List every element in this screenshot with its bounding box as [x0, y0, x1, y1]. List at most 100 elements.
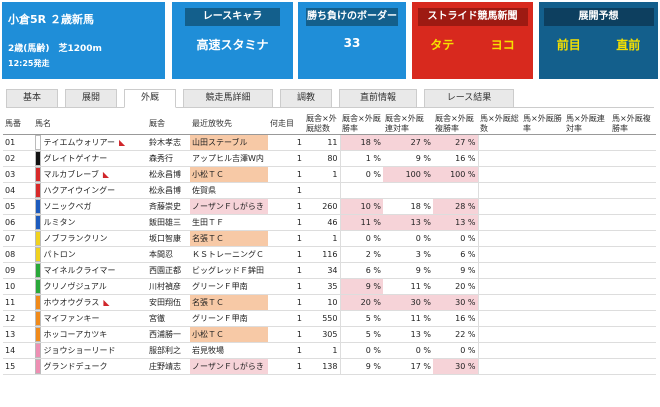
col-horse-fuku: 馬×外厩複勝率 [610, 114, 656, 135]
stable-ren-rate: 13 % [383, 214, 433, 231]
pace-front[interactable]: 前目 [556, 38, 581, 52]
stable-fuku-rate: 13 % [433, 214, 478, 231]
horse-name[interactable]: ハクアイウイングー [43, 186, 116, 195]
stable-fuku-rate: 9 % [433, 262, 478, 279]
race-character-panel: レースキャラ 高速スタミナ [172, 2, 293, 79]
bracket-color-swatch [35, 151, 41, 166]
border-value: 33 [343, 36, 361, 50]
tab-basic[interactable]: 基本 [6, 89, 58, 108]
table-row[interactable]: 08 パトロン 本間忍 ＫＳトレーニングＣ 1 116 2 % 3 % 6 % [3, 246, 656, 263]
table-row[interactable]: 03 マルカブレーブ ◣ 松永昌博 小松ＴＣ 1 1 0 % 100 % 100 % [3, 166, 656, 183]
table-row[interactable]: 09 マイネルクライマー 西園正都 ビッグレッドＦ鉾田 1 34 6 % 9 % 9 % [3, 262, 656, 279]
stable-name: 庄野靖志 [147, 358, 190, 375]
stable-name: 宮徹 [147, 310, 190, 327]
horse-number: 09 [3, 262, 33, 279]
horse-name[interactable]: マイファンキー [43, 314, 100, 323]
stable-ren-rate: 18 % [383, 198, 433, 215]
horse-name[interactable]: ルミタン [43, 218, 76, 227]
horse-number: 07 [3, 230, 33, 247]
horse-name-cell[interactable]: ハクアイウイングー [33, 182, 147, 199]
stable-ren-rate: 27 % [383, 134, 433, 151]
horse-name-cell[interactable]: ルミタン [33, 214, 147, 231]
col-horse-ren: 馬×外厩連対率 [564, 114, 610, 135]
horse-name-cell[interactable]: パトロン [33, 246, 147, 263]
horse-ren-rate [564, 310, 610, 327]
stride-vertical[interactable]: タテ [430, 38, 455, 52]
stable-fuku-rate: 30 % [433, 358, 478, 375]
horse-name-cell[interactable]: グランドデューク [33, 358, 147, 375]
stable-ren-rate: 13 % [383, 326, 433, 343]
tab-horse-detail[interactable]: 競走馬詳細 [183, 89, 273, 108]
flag-icon: ◣ [119, 138, 126, 147]
horse-name-cell[interactable]: マイネルクライマー [33, 262, 147, 279]
stable-name: 松永昌博 [147, 166, 190, 183]
horse-name[interactable]: クリノヴジュアル [43, 282, 107, 291]
table-row[interactable]: 14 ジョウショーリード 服部利之 岩見牧場 1 1 0 % 0 % 0 % [3, 342, 656, 359]
horse-fuku-rate [610, 230, 656, 247]
table-row[interactable]: 04 ハクアイウイングー 松永昌博 佐賀県 1 [3, 182, 656, 199]
table-row[interactable]: 07 ノブフランクリン 坂口智康 名張ＴＣ 1 1 0 % 0 % 0 % [3, 230, 656, 247]
table-row[interactable]: 05 ソニックペガ 斉藤崇史 ノーザンＦしがらき 1 260 10 % 18 % 28 % [3, 198, 656, 215]
table-row[interactable]: 01 テイエムウォリアー ◣ 鈴木孝志 山田ステーブル 1 11 18 % 27 % 27 % [3, 134, 656, 151]
tab-training[interactable]: 調教 [280, 89, 332, 108]
run-count: 1 [268, 134, 304, 151]
tab-pace[interactable]: 展開 [65, 89, 117, 108]
horse-name-cell[interactable]: ホッコーアカツキ [33, 326, 147, 343]
horse-ren-rate [564, 198, 610, 215]
pace-late[interactable]: 直前 [616, 38, 641, 52]
stable-total: 35 [304, 278, 340, 295]
horse-name-cell[interactable]: ソニックペガ [33, 198, 147, 215]
horse-name[interactable]: ホウオウグラス [43, 298, 100, 307]
horse-name[interactable]: ソニックペガ [43, 202, 92, 211]
stride-horizontal[interactable]: ヨコ [490, 38, 515, 52]
horse-name[interactable]: マイネルクライマー [43, 266, 116, 275]
table-row[interactable]: 12 マイファンキー 宮徹 グリーンＦ甲南 1 550 5 % 11 % 16 % [3, 310, 656, 327]
horse-name[interactable]: ノブフランクリン [43, 234, 108, 243]
stable-ren-rate: 17 % [383, 358, 433, 375]
horse-total [477, 214, 521, 231]
horse-number: 05 [3, 198, 33, 215]
table-row[interactable]: 13 ホッコーアカツキ 西浦勝一 小松ＴＣ 1 305 5 % 13 % 22 % [3, 326, 656, 343]
flag-icon: ◣ [103, 298, 110, 307]
horse-total [477, 230, 521, 247]
horse-name[interactable]: テイエムウォリアー [43, 138, 115, 147]
stable-fuku-rate [433, 182, 478, 199]
horse-name[interactable]: ホッコーアカツキ [43, 330, 108, 339]
tab-outside-stable[interactable]: 外厩 [124, 89, 176, 108]
horse-win-rate [521, 262, 564, 279]
horse-name-cell[interactable]: ジョウショーリード [33, 342, 147, 359]
horse-name-cell[interactable]: ノブフランクリン [33, 230, 147, 247]
tab-prerace-info[interactable]: 直前情報 [339, 89, 417, 108]
stable-fuku-rate: 28 % [433, 198, 478, 215]
horse-name[interactable]: パトロン [43, 250, 76, 259]
horse-name[interactable]: ジョウショーリード [43, 346, 116, 355]
table-row[interactable]: 11 ホウオウグラス ◣ 安田翔伍 名張ＴＣ 1 10 20 % 30 % 30 % [3, 294, 656, 311]
horse-name-cell[interactable]: ホウオウグラス ◣ [33, 294, 147, 311]
horse-name-cell[interactable]: グレイトゲイナー [33, 150, 147, 167]
horse-ren-rate [564, 246, 610, 263]
farm-name: 山田ステーブル [190, 134, 268, 151]
run-count: 1 [268, 150, 304, 167]
horse-number: 15 [3, 358, 33, 375]
farm-name: 小松ＴＣ [190, 166, 268, 183]
horse-name-cell[interactable]: マルカブレーブ ◣ [33, 166, 147, 183]
horse-number: 10 [3, 278, 33, 295]
col-horse-name: 馬名 [33, 114, 147, 135]
flag-icon: ◣ [102, 170, 109, 179]
stable-win-rate: 0 % [339, 342, 383, 359]
horse-name[interactable]: グランドデューク [43, 362, 108, 371]
horse-win-rate [521, 326, 564, 343]
horse-name[interactable]: マルカブレーブ [43, 170, 99, 179]
horse-name[interactable]: グレイトゲイナー [43, 154, 108, 163]
table-row[interactable]: 06 ルミタン 飯田雄三 生田ＴＦ 1 46 11 % 13 % 13 % [3, 214, 656, 231]
tab-race-result[interactable]: レース結果 [424, 89, 514, 108]
horse-name-cell[interactable]: マイファンキー [33, 310, 147, 327]
horse-win-rate [521, 358, 564, 375]
table-row[interactable]: 02 グレイトゲイナー 森秀行 アップヒル吉澤W内 1 80 1 % 9 % 16 % [3, 150, 656, 167]
stride-newspaper-header: ストライド競馬新聞 [417, 8, 528, 26]
horse-name-cell[interactable]: テイエムウォリアー ◣ [33, 134, 147, 151]
horse-name-cell[interactable]: クリノヴジュアル [33, 278, 147, 295]
stable-win-rate: 20 % [339, 294, 383, 311]
table-row[interactable]: 15 グランドデューク 庄野靖志 ノーザンＦしがらき 1 138 9 % 17 % 30 % [3, 358, 656, 375]
table-row[interactable]: 10 クリノヴジュアル 川村禎彦 グリーンＦ甲南 1 35 9 % 11 % 20 % [3, 278, 656, 295]
